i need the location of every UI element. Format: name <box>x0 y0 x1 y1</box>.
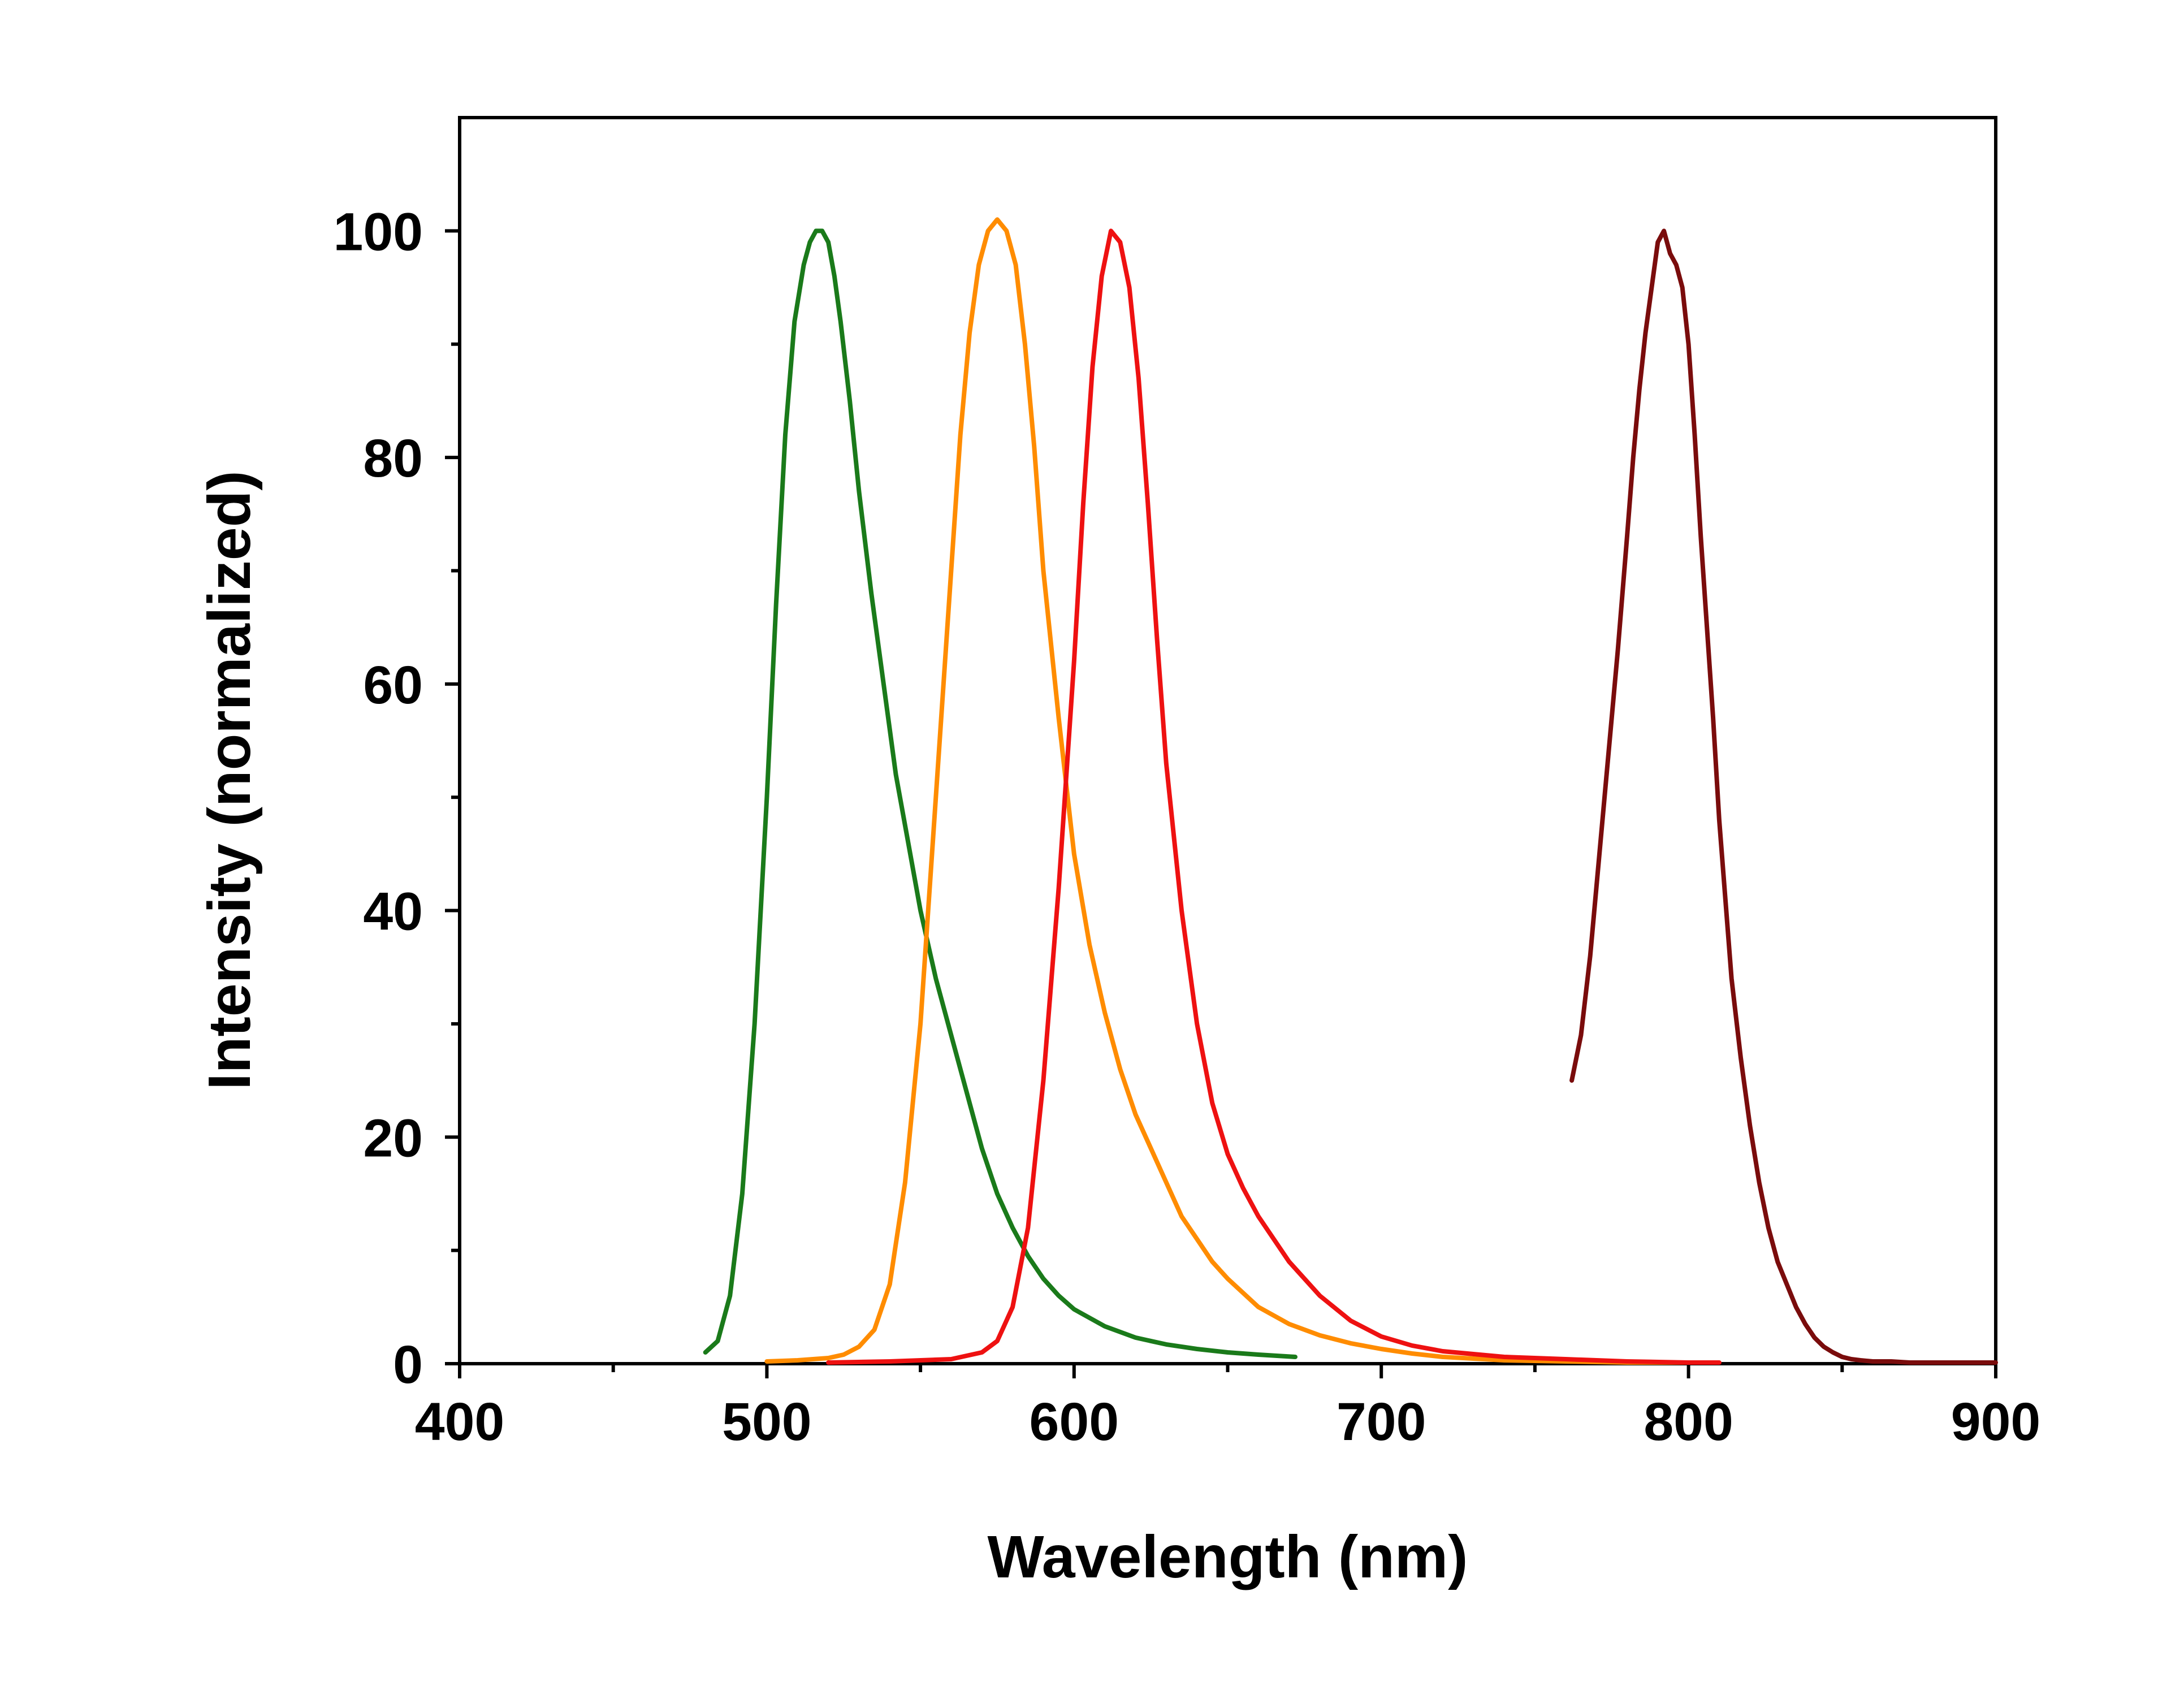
x-tick-label: 800 <box>1644 1392 1733 1452</box>
x-axis-title: Wavelength (nm) <box>988 1524 1468 1590</box>
series-line-4 <box>1569 228 1998 1365</box>
x-tick-label: 600 <box>1030 1392 1119 1452</box>
y-tick-label: 0 <box>393 1335 423 1395</box>
x-tick-label: 500 <box>722 1392 812 1452</box>
y-axis-title: Intensity (normalized) <box>196 470 263 1089</box>
series-line-1 <box>703 228 1298 1359</box>
plot-frame <box>458 116 1997 1365</box>
y-tick-label: 60 <box>363 655 423 715</box>
series-line-3 <box>826 228 1722 1365</box>
series-line-2 <box>764 217 1691 1365</box>
y-tick-label: 40 <box>363 882 423 942</box>
y-tick-label: 100 <box>333 202 423 262</box>
x-tick-label: 700 <box>1337 1392 1426 1452</box>
x-tick-label: 900 <box>1951 1392 2041 1452</box>
x-tick-label: 400 <box>415 1392 505 1452</box>
y-tick-label: 80 <box>363 429 423 488</box>
y-tick-label: 20 <box>363 1108 423 1168</box>
